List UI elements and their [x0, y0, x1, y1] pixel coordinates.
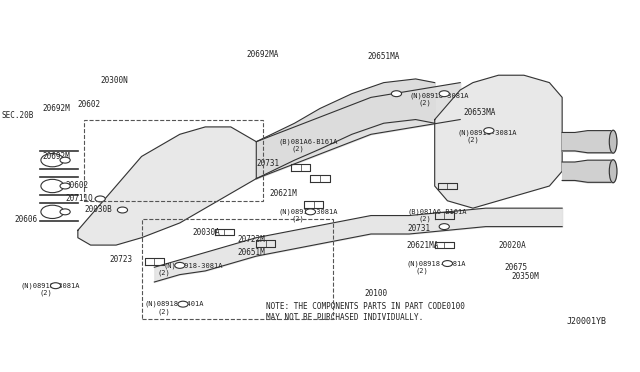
Text: (2): (2)	[157, 270, 170, 276]
Text: 20651M: 20651M	[237, 248, 265, 257]
Text: 20030B: 20030B	[84, 205, 112, 215]
Text: 20692MA: 20692MA	[246, 51, 279, 60]
Text: 20711Q: 20711Q	[65, 195, 93, 203]
Circle shape	[442, 260, 452, 266]
Text: 20300N: 20300N	[100, 76, 128, 85]
Ellipse shape	[609, 130, 617, 153]
Circle shape	[95, 196, 105, 202]
Text: 20350M: 20350M	[511, 272, 539, 281]
Text: 20692M: 20692M	[43, 152, 70, 161]
Text: 20651MA: 20651MA	[368, 52, 400, 61]
Text: 20621M: 20621M	[269, 189, 297, 198]
Circle shape	[305, 209, 316, 215]
Text: 20722M: 20722M	[237, 235, 265, 244]
Text: (2): (2)	[419, 215, 431, 222]
Polygon shape	[78, 127, 256, 245]
Text: SEC.20B: SEC.20B	[1, 111, 34, 121]
Text: (B)081A6-B161A: (B)081A6-B161A	[408, 209, 467, 215]
Text: (N)08918-3081A: (N)08918-3081A	[20, 282, 80, 289]
Text: 20606: 20606	[14, 215, 37, 224]
Text: (N)08918-3081A: (N)08918-3081A	[409, 92, 468, 99]
Text: (B)081A6-B161A: (B)081A6-B161A	[278, 138, 338, 145]
Text: (2): (2)	[291, 145, 304, 151]
Text: (N)08918-3401A: (N)08918-3401A	[145, 301, 204, 307]
Text: (N)08918-3081A: (N)08918-3081A	[278, 209, 338, 215]
Text: (N)08918-3081A: (N)08918-3081A	[406, 260, 465, 267]
Text: (2): (2)	[291, 215, 304, 222]
Circle shape	[60, 183, 70, 189]
Circle shape	[439, 224, 449, 230]
Circle shape	[51, 283, 61, 289]
Ellipse shape	[609, 160, 617, 183]
Text: 20621MA: 20621MA	[406, 241, 438, 250]
Text: 20602: 20602	[78, 100, 101, 109]
Text: J20001YB: J20001YB	[567, 317, 607, 326]
Circle shape	[439, 91, 449, 97]
Text: 20100: 20100	[365, 289, 388, 298]
Text: (2): (2)	[419, 100, 431, 106]
Text: (N)08918-3081A: (N)08918-3081A	[164, 262, 223, 269]
Text: (2): (2)	[467, 137, 479, 143]
Text: 20020A: 20020A	[499, 241, 526, 250]
Text: 20653MA: 20653MA	[463, 108, 496, 117]
Circle shape	[60, 209, 70, 215]
Circle shape	[117, 207, 127, 213]
Circle shape	[175, 262, 185, 268]
Circle shape	[178, 301, 188, 307]
Text: (2): (2)	[415, 268, 428, 274]
Text: 20723: 20723	[109, 255, 133, 264]
Circle shape	[60, 157, 70, 163]
Text: NOTE: THE COMPONENTS PARTS IN PART CODE0100
MAY NOT BE PURCHASED INDIVIDUALLY.: NOTE: THE COMPONENTS PARTS IN PART CODE0…	[266, 302, 465, 322]
Text: 20602: 20602	[65, 182, 88, 190]
Text: 20731: 20731	[408, 224, 431, 233]
Text: 20675: 20675	[505, 263, 528, 272]
Text: 20692M: 20692M	[43, 104, 70, 113]
Text: 20731: 20731	[256, 159, 280, 169]
Text: 20030A: 20030A	[193, 228, 220, 237]
Circle shape	[392, 91, 401, 97]
Text: (2): (2)	[40, 290, 52, 296]
Polygon shape	[435, 75, 562, 208]
Text: (N)08918-3081A: (N)08918-3081A	[457, 129, 516, 136]
Circle shape	[484, 128, 494, 134]
Text: (2): (2)	[157, 308, 170, 315]
